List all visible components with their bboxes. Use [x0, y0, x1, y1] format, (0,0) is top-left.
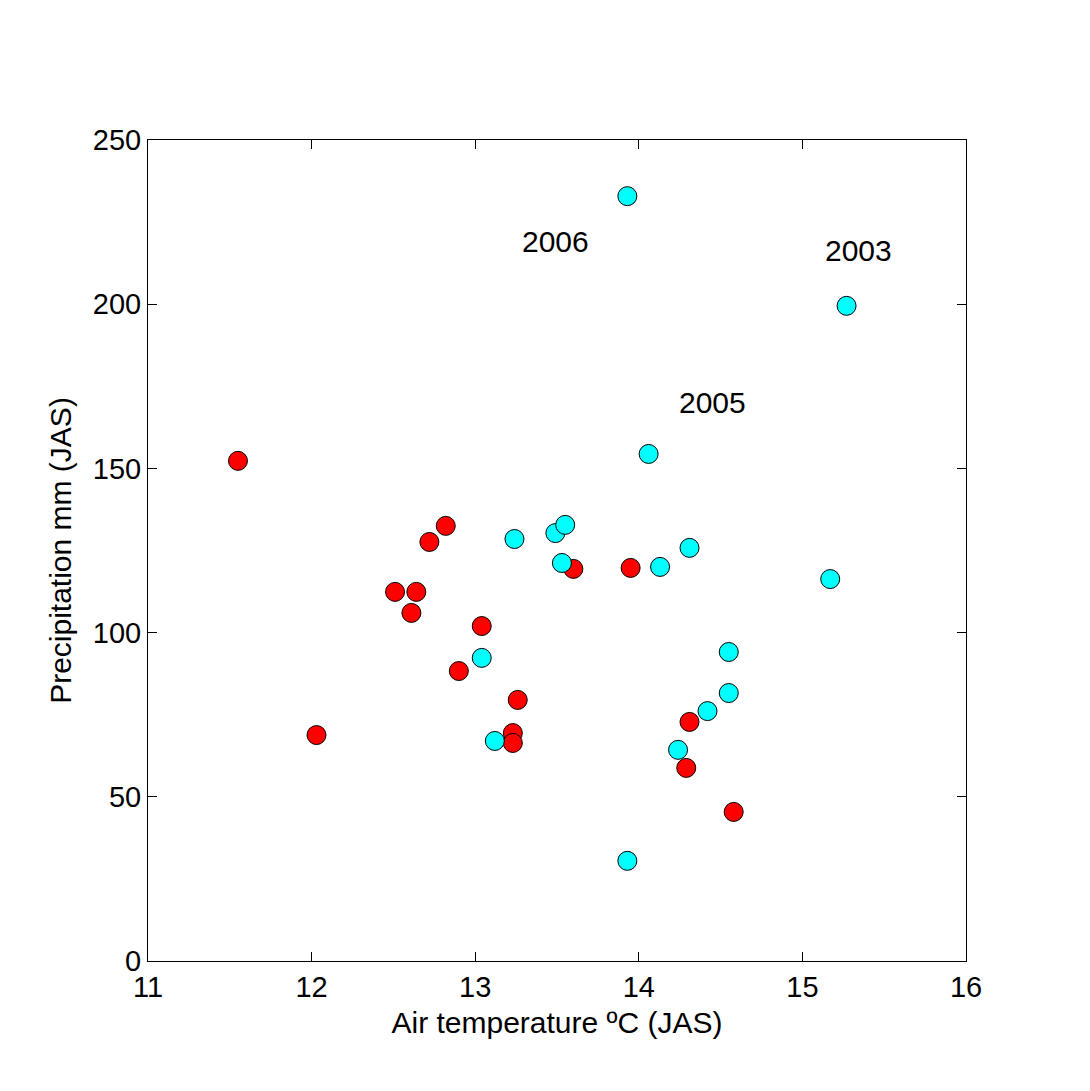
- svg-text:200: 200: [93, 288, 141, 320]
- svg-text:2005: 2005: [679, 386, 746, 419]
- svg-text:14: 14: [623, 971, 655, 1003]
- svg-text:150: 150: [93, 453, 141, 485]
- svg-text:Air temperature ºC (JAS): Air temperature ºC (JAS): [391, 1006, 722, 1039]
- svg-text:50: 50: [109, 781, 141, 813]
- svg-text:13: 13: [459, 971, 491, 1003]
- svg-text:Precipitation mm (JAS): Precipitation mm (JAS): [44, 397, 77, 704]
- svg-text:11: 11: [133, 971, 163, 1003]
- svg-text:2006: 2006: [522, 225, 589, 258]
- svg-text:16: 16: [950, 971, 982, 1003]
- svg-text:100: 100: [93, 617, 141, 649]
- svg-text:12: 12: [295, 971, 327, 1003]
- svg-text:2003: 2003: [825, 234, 892, 267]
- svg-text:0: 0: [125, 945, 141, 977]
- svg-text:15: 15: [786, 971, 818, 1003]
- svg-text:250: 250: [93, 124, 141, 156]
